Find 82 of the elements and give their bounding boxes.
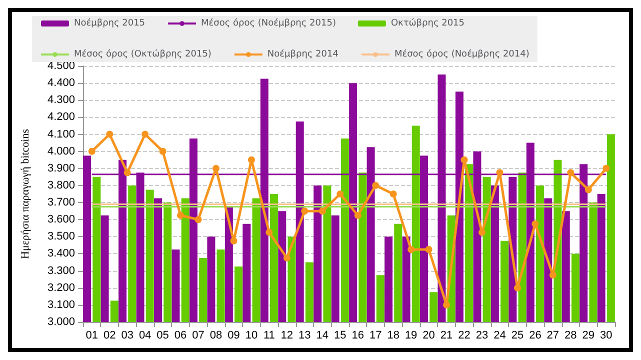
x-tick-label: 11 <box>263 330 275 342</box>
point <box>283 254 290 262</box>
point <box>318 208 326 215</box>
y-axis-title: Ημερήσια παραγωγή bitcoins <box>20 129 32 259</box>
point <box>212 164 220 172</box>
y-tick-label: 3.100 <box>47 298 75 311</box>
y-tick-label: 3.700 <box>47 196 75 209</box>
x-tick-label: 22 <box>458 330 470 342</box>
point <box>301 208 308 215</box>
point <box>602 164 610 172</box>
y-tick-label: 3.500 <box>47 230 75 243</box>
point <box>460 156 468 164</box>
point <box>159 148 166 155</box>
x-tick-label: 13 <box>298 330 311 342</box>
x-tick-label: 25 <box>511 330 524 342</box>
point <box>248 156 255 164</box>
x-tick-label: 15 <box>334 330 346 342</box>
point <box>514 284 521 292</box>
point <box>194 216 202 224</box>
point <box>478 228 486 236</box>
y-tick-label: 4.400 <box>47 77 75 90</box>
x-tick-label: 09 <box>228 330 240 342</box>
x-tick-label: 30 <box>600 330 612 342</box>
point <box>106 130 114 138</box>
point <box>425 246 432 253</box>
legend-label: Μέσος όρος (Νοέμβρης 2015) <box>201 18 336 28</box>
y-tick-label: 3.900 <box>47 162 75 174</box>
x-tick-label: 19 <box>404 330 418 342</box>
x-tick-label: 17 <box>369 330 382 342</box>
point <box>372 182 380 189</box>
x-tick-label: 04 <box>138 330 152 342</box>
x-tick-label: 26 <box>529 330 542 342</box>
legend-label: Νοέμβρης 2015 <box>74 18 146 28</box>
x-tick-label: 29 <box>582 330 595 342</box>
x-tick-label: 01 <box>86 330 98 342</box>
x-tick-label: 21 <box>440 330 453 342</box>
legend-label: Οκτώβρης 2015 <box>390 18 465 28</box>
x-tick-label: 05 <box>156 330 169 342</box>
x-tick-label: 12 <box>280 330 294 342</box>
y-tick-label: 4.300 <box>47 94 75 106</box>
x-tick-label: 10 <box>245 330 258 342</box>
y-tick-label: 4.000 <box>47 145 75 158</box>
x-tick-label: 16 <box>352 330 364 342</box>
point <box>549 272 556 279</box>
point <box>567 169 574 176</box>
y-tick-label: 3.300 <box>47 264 75 277</box>
point <box>142 130 149 138</box>
x-tick-label: 18 <box>387 330 400 342</box>
x-tick-label: 03 <box>121 330 134 342</box>
point <box>443 301 450 308</box>
point <box>177 212 184 219</box>
y-tick-label: 4.100 <box>47 128 75 140</box>
point <box>390 190 397 198</box>
x-tick-label: 02 <box>103 330 116 342</box>
y-tick-label: 3.400 <box>47 248 75 260</box>
point <box>354 212 362 219</box>
point <box>124 169 131 176</box>
x-tick-label: 28 <box>564 330 577 342</box>
x-tick-label: 07 <box>192 330 204 342</box>
point <box>88 148 96 155</box>
legend-label: Νοέμβρης 2014 <box>267 48 339 60</box>
x-tick-label: 24 <box>494 330 506 342</box>
x-tick-label: 27 <box>546 330 560 342</box>
legend-label: Μέσος όρος (Οκτώβρης 2015) <box>74 48 212 60</box>
point <box>584 186 592 194</box>
y-tick-label: 3.800 <box>47 179 75 192</box>
y-tick-label: 3.600 <box>47 214 75 226</box>
y-tick-label: 4.200 <box>47 111 75 124</box>
y-tick-label: 3.000 <box>47 316 75 328</box>
x-tick-label: 20 <box>422 330 435 342</box>
point <box>266 228 273 236</box>
legend-label: Μέσος όρος (Νοέμβρης 2014) <box>394 48 530 60</box>
point <box>496 169 504 176</box>
point <box>408 246 415 253</box>
x-tick-label: 06 <box>174 330 187 342</box>
point <box>230 237 238 244</box>
point <box>532 220 539 228</box>
x-tick-label: 14 <box>316 330 329 342</box>
y-tick-label: 3.200 <box>47 282 75 294</box>
point <box>336 190 344 198</box>
x-tick-label: 23 <box>476 330 488 342</box>
x-tick-label: 08 <box>210 330 222 342</box>
